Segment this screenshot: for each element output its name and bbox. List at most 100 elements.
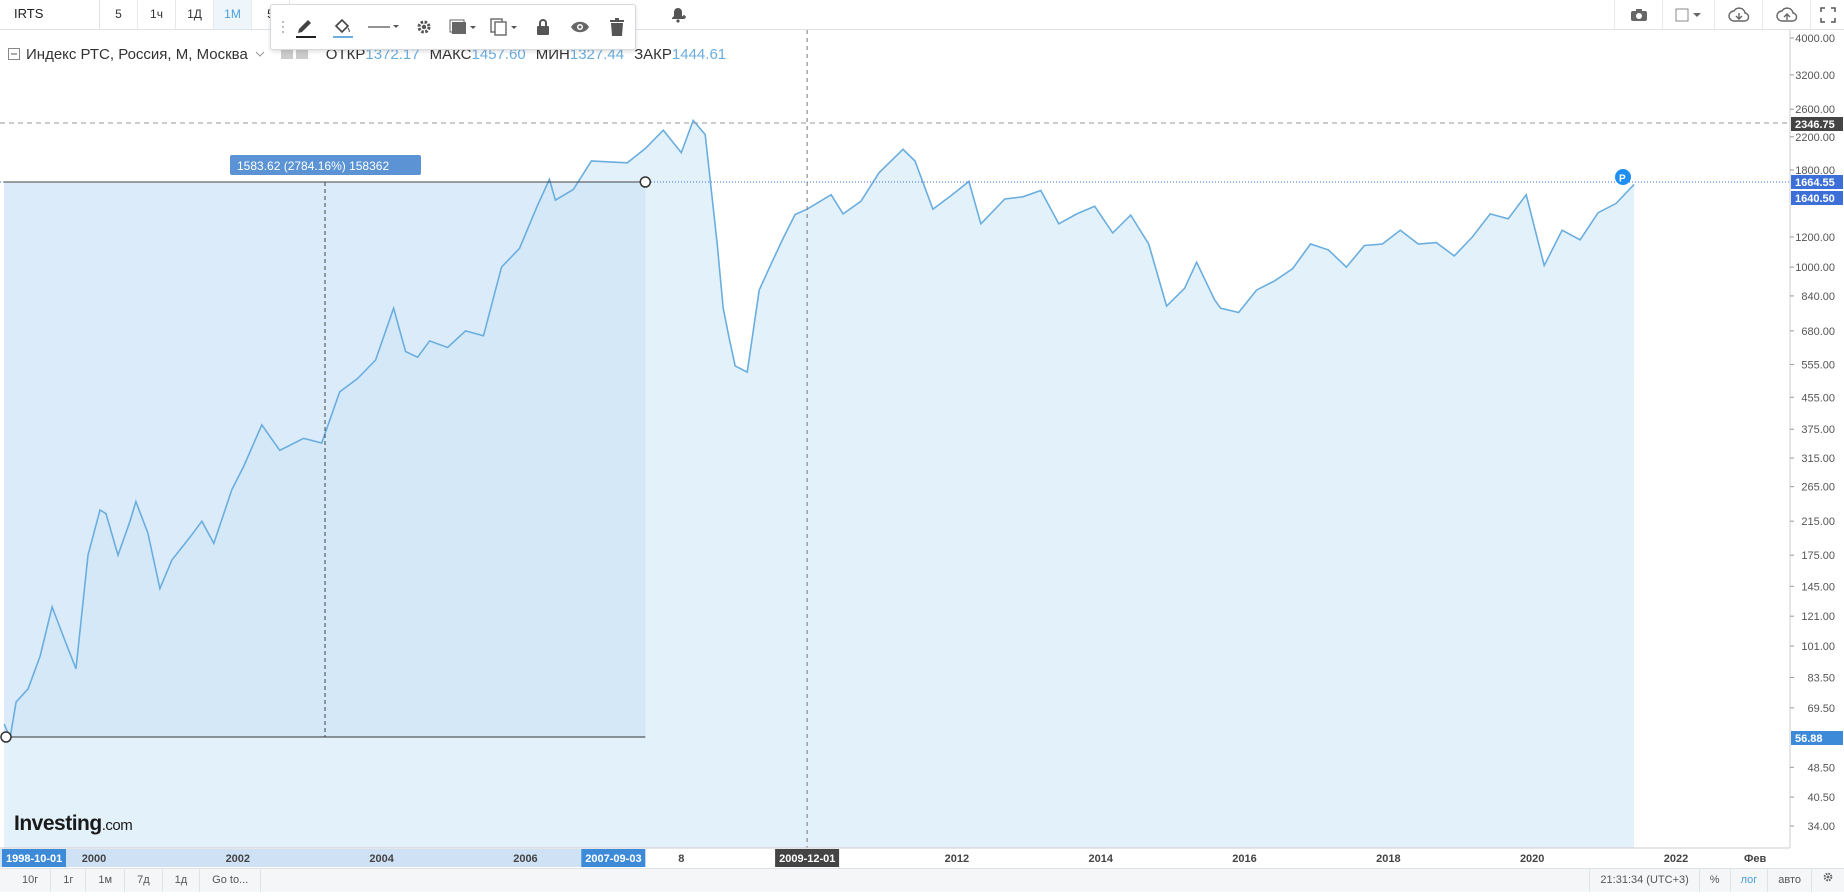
y-tick-label: 265.00 (1801, 482, 1835, 494)
x-tick-label: 2002 (226, 853, 250, 865)
crosshair-price-badge: 2346.75 (1795, 119, 1835, 131)
logo-main: Investing (14, 812, 102, 835)
x-tick-label: 2014 (1088, 853, 1113, 865)
y-tick-label: 2600.00 (1795, 104, 1835, 116)
chevron-down-icon[interactable] (254, 50, 266, 58)
symbol-input[interactable]: IRTS (0, 0, 100, 29)
interval-5min[interactable]: 5 (100, 0, 138, 29)
start-date-badge-bg (2, 849, 66, 867)
y-tick-label: 101.00 (1801, 641, 1835, 653)
p-marker-icon[interactable] (1615, 169, 1631, 185)
collapse-icon[interactable] (8, 48, 20, 60)
x-range-highlight (0, 849, 646, 867)
crosshair-price-badge-bg (1791, 117, 1843, 131)
y-tick-label: 40.50 (1807, 792, 1835, 804)
lock-icon[interactable] (524, 7, 561, 47)
drag-handle-icon[interactable] (279, 7, 287, 47)
y-tick-label: 840.00 (1801, 291, 1835, 303)
layout-select[interactable] (1662, 0, 1714, 29)
logo-suffix: .com (101, 817, 133, 834)
measure-label-bg (230, 155, 421, 175)
x-tick-label: 8 (678, 853, 684, 865)
x-tick-label: 2000 (82, 853, 106, 865)
percent-toggle[interactable]: % (1698, 869, 1730, 892)
eye-icon[interactable] (561, 7, 598, 47)
y-tick-label: 215.00 (1801, 516, 1835, 528)
y-tick-label: 4000.00 (1795, 33, 1835, 45)
auto-toggle[interactable]: авто (1767, 869, 1811, 892)
last-price-badge: 1664.55 (1795, 177, 1835, 189)
y-tick-label: 1800.00 (1795, 165, 1835, 177)
x-tick-label: 2006 (513, 853, 537, 865)
y-axis-panel (1790, 30, 1844, 868)
close-value: 1444.61 (671, 45, 727, 63)
y-tick-label: 175.00 (1801, 550, 1835, 562)
top-right-tools (1614, 0, 1844, 29)
x-tick-label: 2012 (945, 853, 969, 865)
drawing-toolbar (270, 4, 636, 50)
range-10y[interactable]: 10г (10, 869, 52, 892)
interval-1d[interactable]: 1Д (176, 0, 214, 29)
measure-handle-end[interactable] (639, 176, 652, 188)
y-tick-label: 121.00 (1801, 611, 1835, 623)
y-tick-label: 34.00 (1807, 821, 1835, 833)
fullscreen-icon[interactable] (1810, 0, 1844, 29)
line-style-icon[interactable] (361, 7, 406, 47)
legend-settings-icon[interactable] (280, 47, 320, 61)
y-tick-label: 555.00 (1801, 359, 1835, 371)
last2-price-badge-bg (1791, 191, 1843, 205)
interval-1m[interactable]: 1М (214, 0, 252, 29)
cloud-download-icon[interactable] (1714, 0, 1762, 29)
legend-title: Индекс РТС, Россия, М, Москва (26, 45, 248, 63)
gear-icon[interactable] (405, 7, 442, 47)
end-date-badge: 2007-09-03 (585, 853, 641, 865)
clone-icon[interactable] (483, 7, 524, 47)
trash-icon[interactable] (598, 7, 635, 47)
camera-icon[interactable] (1614, 0, 1662, 29)
y-tick-label: 83.50 (1807, 672, 1835, 684)
range-1m[interactable]: 1м (86, 869, 126, 892)
x-tick-label: 2004 (369, 853, 394, 865)
measure-label: 1583.62 (2784.16%) 158362 (237, 159, 389, 173)
y-tick-label: 680.00 (1801, 326, 1835, 338)
clock-readout: 21:31:34 (UTC+3) (1589, 869, 1698, 892)
range-7d[interactable]: 7д (125, 869, 163, 892)
range-1d[interactable]: 1д (163, 869, 201, 892)
y-tick-label: 1000.00 (1795, 262, 1835, 274)
cloud-upload-icon[interactable] (1762, 0, 1810, 29)
range-buttons: 10г 1г 1м 7д 1д Go to... (10, 869, 262, 892)
x-tick-label: 2016 (1232, 853, 1256, 865)
fill-bucket-icon[interactable] (324, 7, 361, 47)
y-tick-label: 48.50 (1807, 762, 1835, 774)
layers-icon[interactable] (442, 7, 483, 47)
x-tick-label: 2018 (1376, 853, 1400, 865)
bottom-right-controls: 21:31:34 (UTC+3) % лог авто (1589, 869, 1844, 892)
last2-price-badge: 1640.50 (1795, 193, 1835, 205)
x-tick-label: 2022 (1664, 853, 1688, 865)
y-tick-label: 145.00 (1801, 581, 1835, 593)
settings-gear-icon[interactable] (1811, 869, 1844, 892)
y-tick-label: 2200.00 (1795, 132, 1835, 144)
start-date-badge: 1998-10-01 (6, 853, 62, 865)
crosshair-date-badge-bg (775, 849, 840, 867)
pencil-icon[interactable] (287, 7, 324, 47)
add-alert-icon[interactable] (660, 0, 696, 29)
range-1y[interactable]: 1г (51, 869, 87, 892)
y-tick-label: 1200.00 (1795, 232, 1835, 244)
log-toggle[interactable]: лог (1729, 869, 1768, 892)
close-label: ЗАКР (634, 45, 672, 63)
p-marker-label: P (1619, 174, 1626, 185)
measure-low-badge: 56.88 (1795, 733, 1823, 745)
interval-1h[interactable]: 1ч (138, 0, 176, 29)
measure-handle-start[interactable] (0, 731, 12, 743)
x-tick-label: 2020 (1520, 853, 1544, 865)
y-tick-label: 3200.00 (1795, 70, 1835, 82)
y-tick-label: 315.00 (1801, 453, 1835, 465)
y-tick-label: 455.00 (1801, 392, 1835, 404)
x-tick-label: Фев (1744, 853, 1767, 865)
price-line (3, 118, 1635, 741)
price-chart[interactable]: 1583.62 (2784.16%) 158362 P 4000.00 3200.00… (0, 30, 1844, 868)
end-date-badge-bg (581, 849, 646, 867)
measure-low-badge-bg (1791, 731, 1843, 745)
go-to-button[interactable]: Go to... (200, 869, 262, 892)
